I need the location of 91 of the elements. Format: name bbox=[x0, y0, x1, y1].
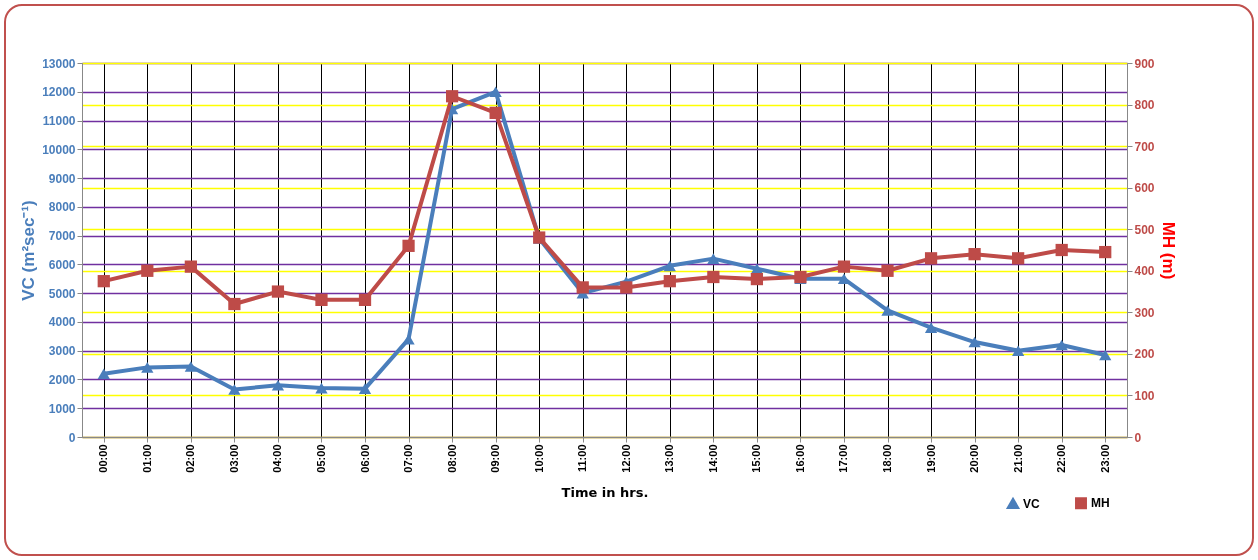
x-tick-label: 17:00 bbox=[837, 444, 850, 473]
y-tick-label: 3000 bbox=[48, 344, 76, 359]
point bbox=[707, 253, 720, 264]
point bbox=[1055, 243, 1068, 257]
legend-label: MH bbox=[1091, 496, 1110, 511]
point bbox=[924, 252, 938, 265]
point bbox=[271, 285, 285, 298]
point bbox=[1099, 349, 1112, 361]
x-tick-label: 07:00 bbox=[402, 444, 415, 473]
point bbox=[141, 264, 154, 277]
x-tick-label: 02:00 bbox=[184, 444, 197, 473]
point bbox=[620, 281, 633, 294]
x-tick-label: 03:00 bbox=[227, 444, 240, 473]
y-tick-label: 9000 bbox=[48, 171, 76, 186]
y-tick-label: 7000 bbox=[48, 229, 76, 244]
point bbox=[402, 239, 415, 252]
point bbox=[228, 297, 241, 311]
x-tick-label: 19:00 bbox=[924, 444, 937, 473]
x-tick-label: 04:00 bbox=[271, 444, 284, 473]
x-tick-label: 16:00 bbox=[793, 444, 806, 473]
x-tick-label: 13:00 bbox=[663, 444, 676, 473]
point bbox=[489, 86, 502, 98]
y-tick-label: 12000 bbox=[42, 85, 76, 100]
x-tick-label: 14:00 bbox=[706, 444, 719, 473]
point bbox=[968, 248, 981, 261]
x-tick-label: 08:00 bbox=[445, 444, 458, 473]
y-tick-label: 8000 bbox=[48, 200, 76, 215]
y2-tick-label: 800 bbox=[1134, 98, 1155, 113]
point bbox=[663, 260, 676, 272]
y-tick-label: 1000 bbox=[48, 401, 76, 416]
x-tick-label: 01:00 bbox=[140, 444, 153, 473]
point bbox=[445, 90, 459, 103]
x-tick-label: 10:00 bbox=[532, 444, 545, 473]
point bbox=[315, 382, 328, 394]
x-tick-label: 06:00 bbox=[358, 444, 371, 473]
y2-axis-title: MH (m) bbox=[1158, 221, 1178, 280]
y-tick-label: 5000 bbox=[48, 286, 76, 301]
y2-tick-label: 300 bbox=[1134, 305, 1155, 320]
y2-tick-label: 900 bbox=[1134, 56, 1155, 71]
point bbox=[968, 336, 981, 348]
point bbox=[1055, 339, 1068, 351]
y2-tick-label: 0 bbox=[1134, 430, 1142, 445]
x-tick-label: 11:00 bbox=[576, 444, 589, 473]
y2-tick-label: 400 bbox=[1134, 264, 1155, 279]
point bbox=[837, 260, 851, 273]
point bbox=[663, 275, 676, 288]
x-tick-label: 22:00 bbox=[1055, 444, 1068, 473]
x-tick-label: 18:00 bbox=[881, 444, 894, 473]
point bbox=[315, 293, 328, 306]
y-axis-title: VC (m²sec⁻¹) bbox=[19, 200, 39, 301]
y2-tick-label: 600 bbox=[1134, 181, 1155, 196]
point bbox=[184, 361, 197, 372]
point bbox=[750, 272, 764, 286]
point bbox=[97, 368, 110, 380]
point bbox=[141, 362, 154, 373]
x-tick-label: 12:00 bbox=[619, 444, 632, 473]
y-tick-label: 10000 bbox=[42, 142, 76, 157]
point bbox=[881, 305, 894, 316]
point bbox=[1099, 245, 1112, 259]
x-tick-label: 23:00 bbox=[1098, 444, 1111, 473]
legend-label: VC bbox=[1023, 496, 1040, 511]
point bbox=[489, 106, 502, 119]
y2-tick-label: 700 bbox=[1134, 139, 1155, 154]
y-tick-label: 2000 bbox=[48, 372, 76, 387]
point bbox=[576, 281, 589, 294]
y-tick-label: 0 bbox=[68, 430, 76, 445]
x-tick-label: 15:00 bbox=[750, 444, 763, 473]
point bbox=[924, 322, 938, 333]
y-tick-label: 6000 bbox=[48, 257, 76, 272]
y-tick-label: 13000 bbox=[42, 56, 76, 71]
x-axis-title: Time in hrs. bbox=[561, 484, 649, 500]
point bbox=[97, 275, 110, 288]
x-tick-label: 05:00 bbox=[314, 444, 327, 473]
point bbox=[1012, 345, 1025, 356]
y-tick-label: 11000 bbox=[42, 114, 76, 129]
x-tick-label: 00:00 bbox=[97, 444, 110, 473]
point bbox=[1012, 252, 1025, 265]
point bbox=[881, 264, 894, 277]
point bbox=[358, 293, 372, 306]
y2-tick-label: 200 bbox=[1134, 347, 1155, 362]
point bbox=[271, 379, 285, 391]
point bbox=[358, 383, 372, 394]
point bbox=[184, 260, 197, 273]
y-tick-label: 4000 bbox=[48, 315, 76, 330]
x-tick-label: 21:00 bbox=[1011, 444, 1024, 473]
point bbox=[707, 270, 720, 284]
x-tick-label: 09:00 bbox=[489, 444, 502, 473]
y2-tick-label: 100 bbox=[1134, 388, 1155, 403]
point bbox=[228, 384, 241, 395]
x-tick-label: 20:00 bbox=[968, 444, 981, 473]
y2-tick-label: 500 bbox=[1134, 222, 1155, 237]
